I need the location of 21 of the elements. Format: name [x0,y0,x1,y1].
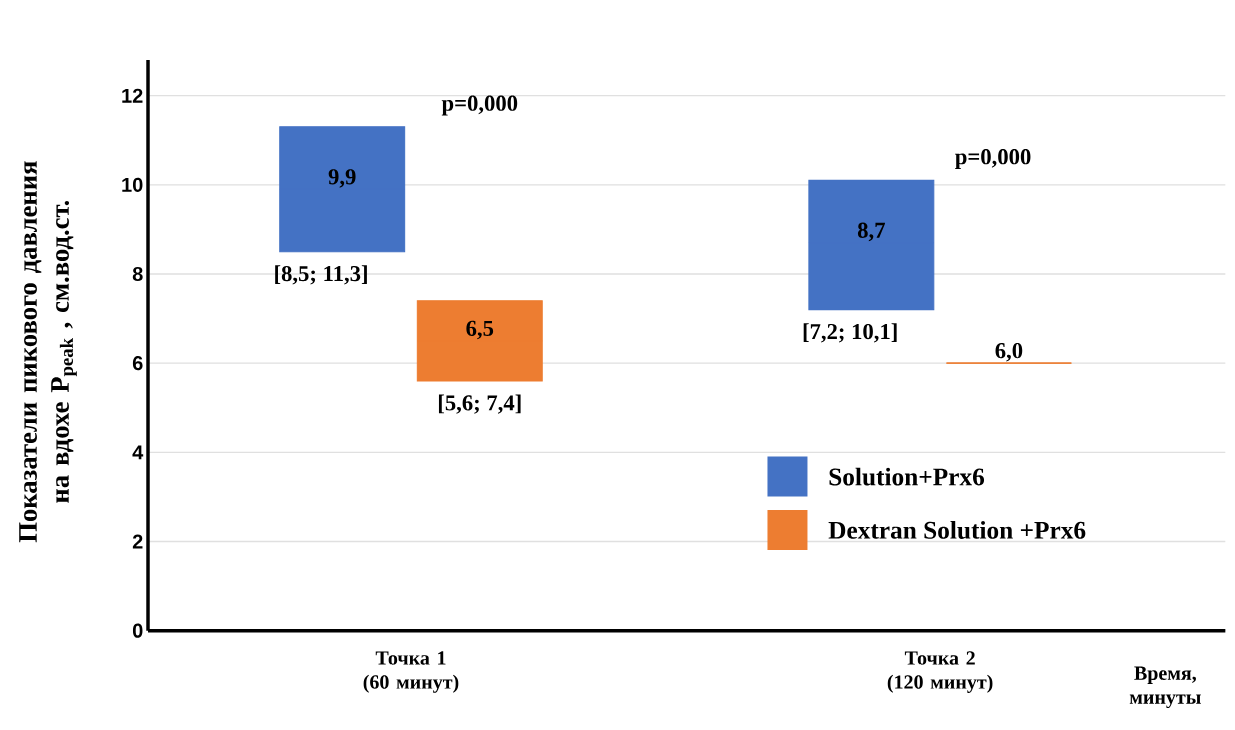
y-tick-label: 4 [132,445,144,460]
y-tick-label: 6 [132,356,143,371]
x-axis-title: Время, минуты [1129,666,1201,709]
annotation: 6,5 [466,320,494,340]
legend-label: Dextran Solution +Prx6 [828,521,1086,539]
annotation: 9,9 [328,169,356,188]
legend-label: Solution+Prx6 [829,467,985,486]
annotation: p=0,000 [955,149,1031,169]
annotation: [5,6; 7,4] [438,394,521,414]
x-tick-label: Точка 2 (120 минут) [887,651,993,693]
y-tick-label: 10 [122,177,143,192]
y-tick-label: 2 [132,534,143,549]
annotation: [7,2; 10,1] [803,323,897,343]
annotation: p=0,000 [441,95,518,116]
annotation: 6,0 [995,342,1023,362]
annotation: [8,5; 11,3] [275,265,367,285]
x-tick-label: Точка 1 (60 минут) [363,651,459,693]
y-tick-label: 12 [122,88,143,103]
y-tick-label: 0 [132,623,143,638]
y-tick-label: 8 [132,266,143,282]
annotation: 8,7 [857,222,885,242]
